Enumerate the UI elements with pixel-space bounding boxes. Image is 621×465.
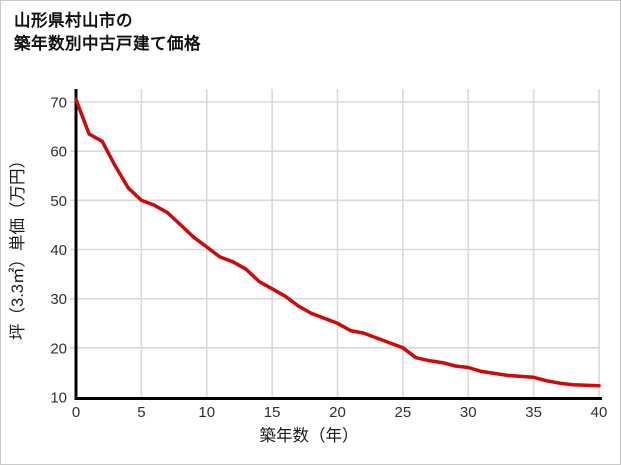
y-tick-label: 60 [50, 144, 67, 161]
x-axis-title: 築年数（年） [260, 426, 359, 445]
x-tick-label: 20 [329, 404, 346, 421]
x-tick-label: 30 [460, 404, 477, 421]
x-tick-label: 35 [525, 404, 542, 421]
price-line-series [74, 97, 601, 388]
y-tick-label: 20 [50, 340, 67, 357]
y-tick-label: 10 [50, 390, 67, 407]
x-tick-label: 10 [198, 404, 215, 421]
x-tick-label: 15 [264, 404, 281, 421]
x-tick-label: 25 [395, 404, 412, 421]
x-tick-label: 5 [137, 404, 145, 421]
x-tick-label: 40 [591, 404, 608, 421]
y-tick-label: 50 [50, 193, 67, 210]
y-tick-label: 40 [50, 242, 67, 259]
y-tick-label: 30 [50, 291, 67, 308]
x-tick-label: 0 [72, 404, 80, 421]
chart-title-line1: 山形県村山市の [14, 12, 133, 30]
y-axis-title: 坪（3.3㎡）単価（万円） [8, 152, 27, 340]
y-tick-label: 70 [50, 95, 67, 112]
chart-title-line2: 築年数別中古戸建て価格 [14, 35, 201, 54]
chart-title: 山形県村山市の 築年数別中古戸建て価格 [14, 10, 201, 57]
